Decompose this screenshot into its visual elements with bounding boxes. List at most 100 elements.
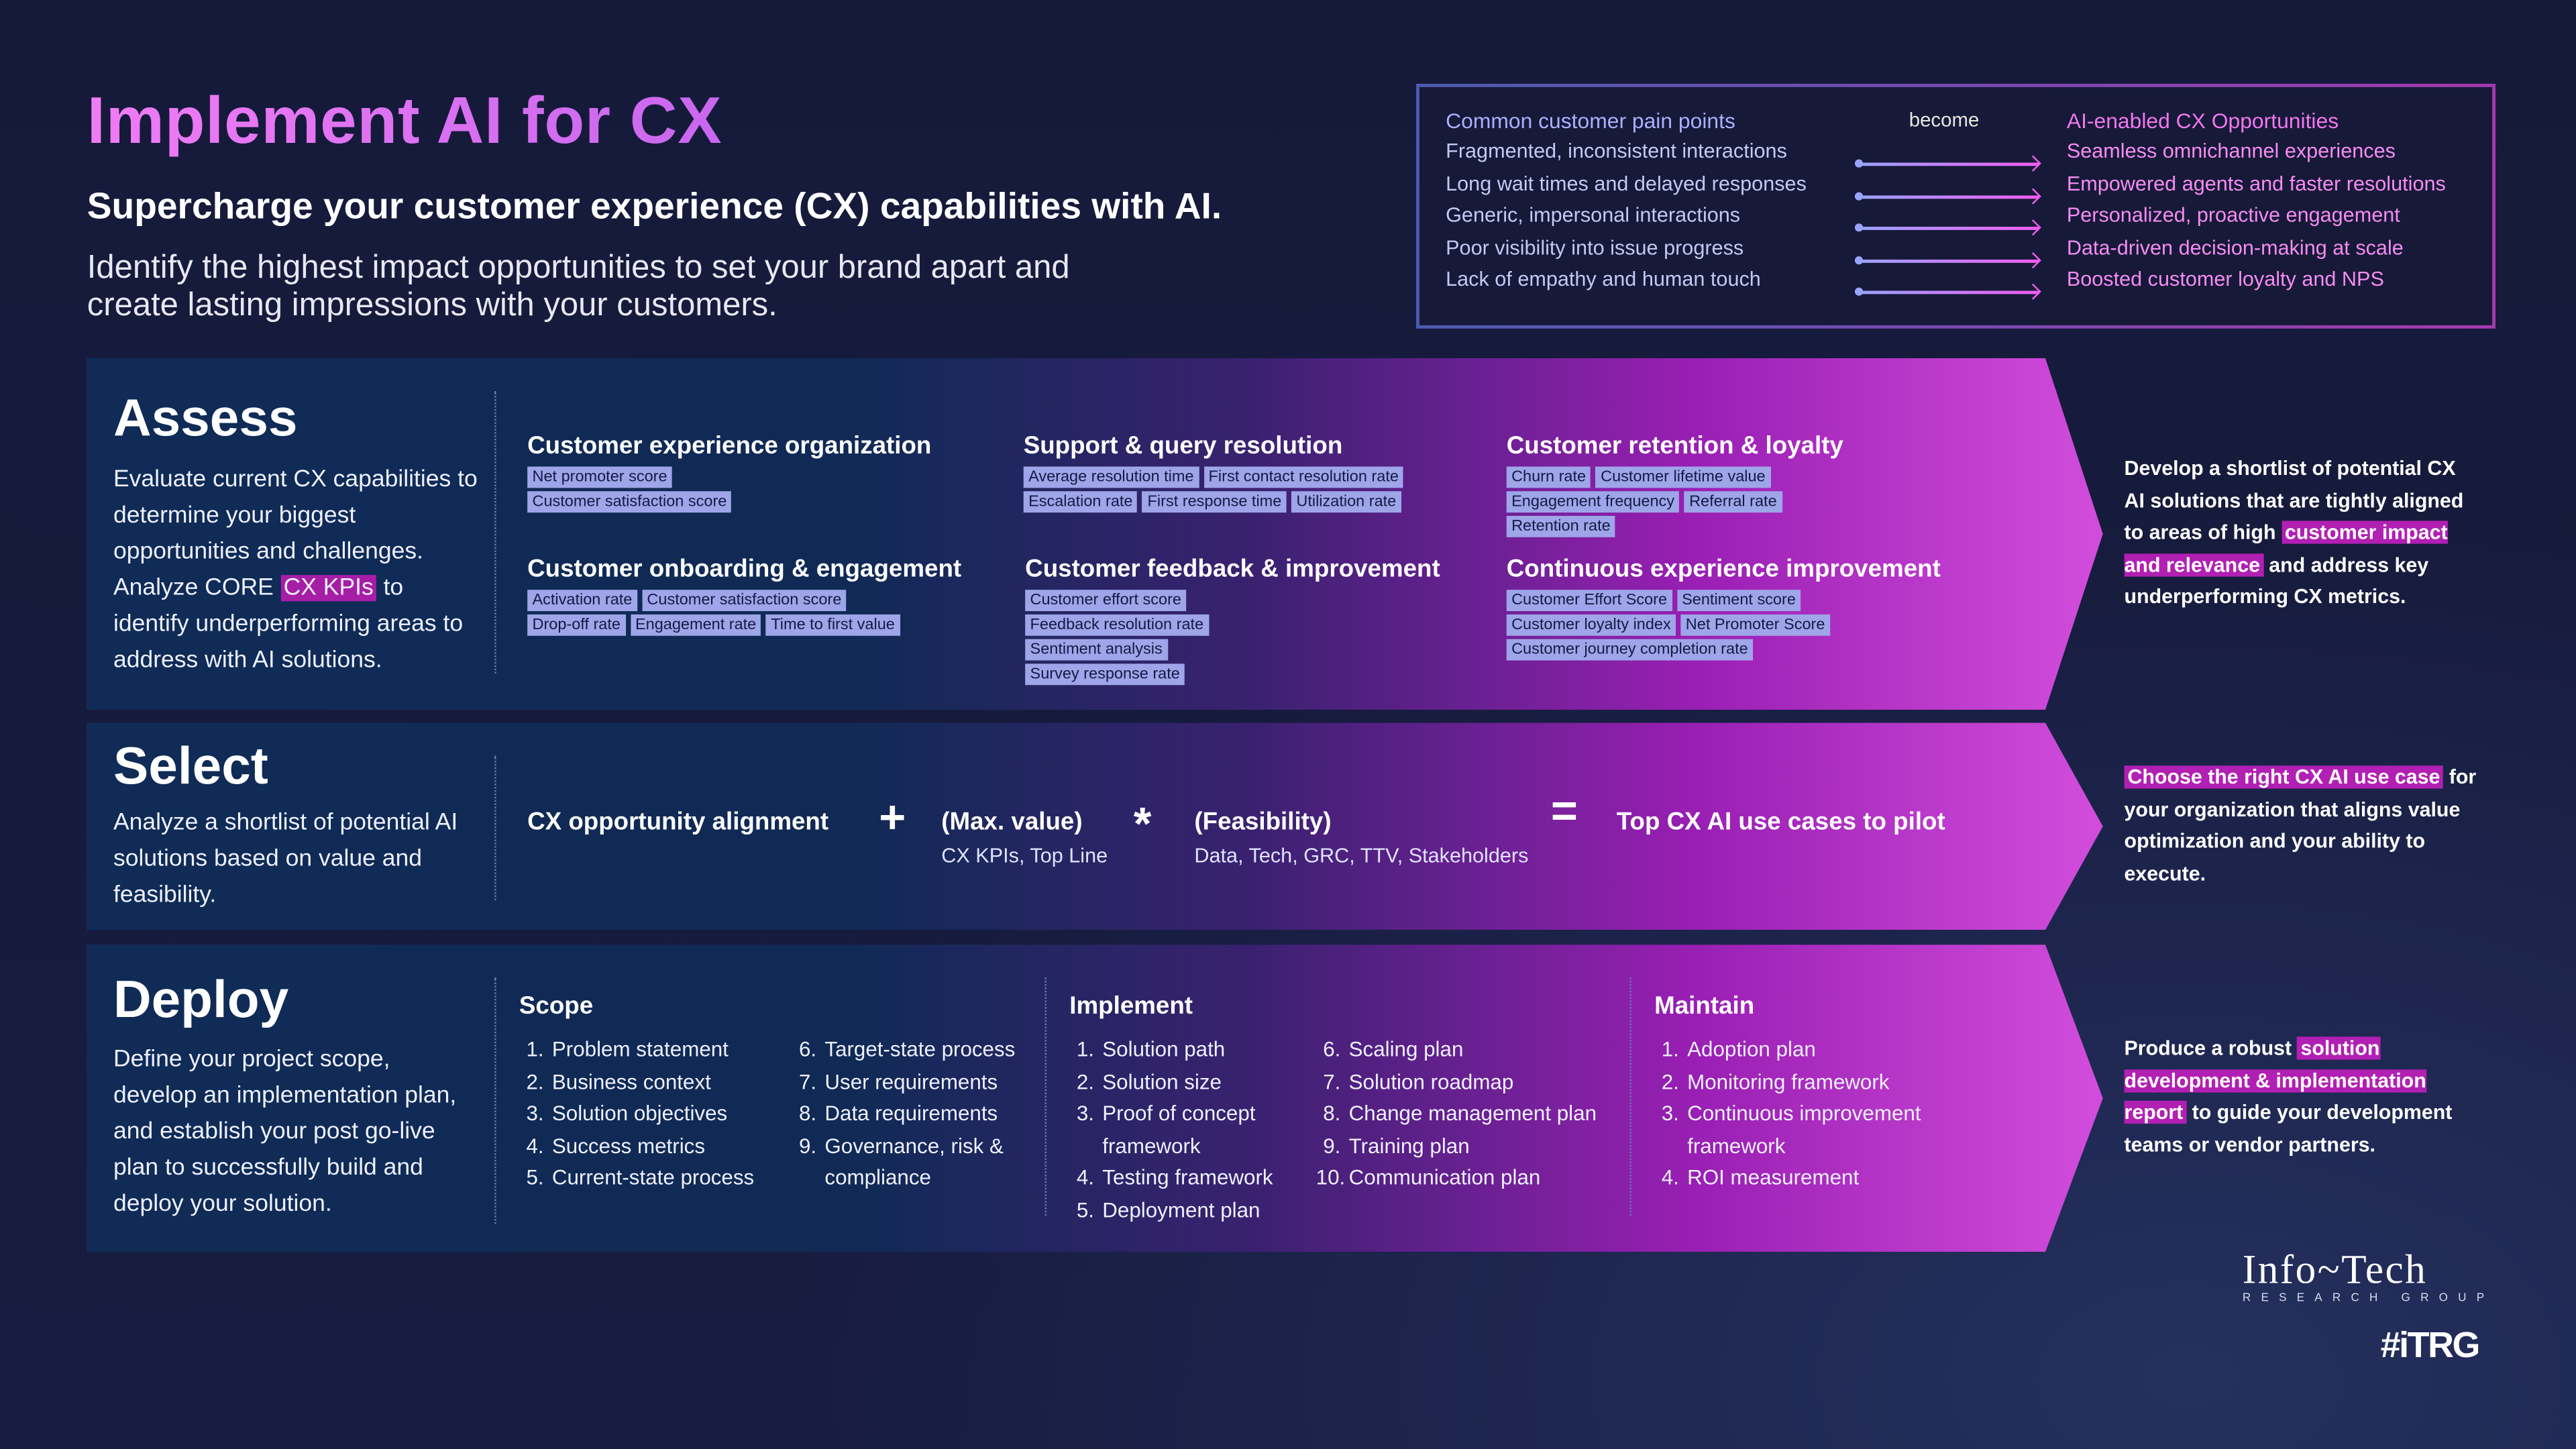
- list-item: 4. Testing framework: [1069, 1162, 1324, 1194]
- list-number: 5.: [1076, 1197, 1095, 1222]
- list-text: Deployment plan: [1102, 1197, 1260, 1222]
- kpi-chip: Customer loyalty index: [1507, 614, 1676, 636]
- list-text: Solution objectives: [551, 1101, 728, 1126]
- kpi-chip: Sentiment analysis: [1025, 639, 1167, 661]
- list-number: 2.: [526, 1069, 544, 1094]
- kpi-chip: Sentiment score: [1677, 590, 1801, 611]
- kpi-group-title: Support & query resolution: [1023, 432, 1343, 460]
- multiply-icon: *: [1133, 798, 1152, 850]
- list-number: 1.: [1076, 1036, 1095, 1062]
- list-number: 6.: [1323, 1036, 1341, 1062]
- numbered-list: 1. Problem statement 2. Business context 3. S…: [519, 1033, 754, 1194]
- kpi-chip: Engagement rate: [631, 614, 761, 636]
- list-item: 8. Data requirements: [792, 1097, 1030, 1130]
- list-number: 2.: [1661, 1069, 1679, 1094]
- list-text: Training plan: [1348, 1133, 1470, 1159]
- select-description: Analyze a shortlist of potential AI solu…: [113, 810, 458, 909]
- kpi-group-title: Customer experience organization: [527, 432, 932, 460]
- equals-icon: =: [1550, 785, 1578, 837]
- kpi-chip: First contact resolution rate: [1203, 467, 1403, 488]
- kpi-chips: Average resolution time First contact res…: [1024, 467, 1467, 513]
- list-item: 8. Change management plan: [1316, 1097, 1597, 1130]
- highlight: CX KPIs: [280, 575, 377, 601]
- deploy-band: Deploy Define your project scope, develo…: [87, 945, 2103, 1252]
- list-number: 7.: [1323, 1069, 1341, 1094]
- list-text: Scaling plan: [1348, 1036, 1464, 1062]
- opportunity: Boosted customer loyalty and NPS: [2066, 268, 2384, 292]
- kpi-chip: Net promoter score: [527, 467, 672, 488]
- kpi-group: Customer retention & loyalty Churn rate Cu…: [1507, 432, 1843, 537]
- kpi-group: Customer experience organization Net prom…: [527, 432, 931, 513]
- kpi-chip: Activation rate: [527, 590, 637, 611]
- itrg-tag: #iTRG: [2380, 1324, 2481, 1366]
- kpi-group: Customer feedback & improvement Customer …: [1025, 555, 1440, 685]
- list-text: Success metrics: [551, 1133, 706, 1159]
- kpi-chip: Utilization rate: [1291, 491, 1401, 513]
- numbered-list: 1. Adoption plan 2. Monitoring framework 3. C…: [1654, 1033, 1958, 1194]
- kpi-group-title: Customer onboarding & engagement: [527, 555, 962, 584]
- kpi-chip: Engagement frequency: [1507, 491, 1680, 513]
- pain-point: Lack of empathy and human touch: [1446, 268, 1761, 292]
- divider: [494, 756, 496, 901]
- list-number: 8.: [1323, 1101, 1341, 1126]
- kpi-chip: Escalation rate: [1024, 491, 1138, 513]
- kpi-chip: Customer satisfaction score: [527, 491, 732, 513]
- kpi-chip: Net Promoter Score: [1680, 614, 1829, 636]
- list-number: 3.: [526, 1101, 544, 1126]
- select-band: Select Analyze a shortlist of potential …: [87, 723, 2103, 930]
- kpi-group-title: Customer retention & loyalty: [1506, 432, 1843, 460]
- list-item: 3. Continuous improvement framework: [1654, 1097, 1958, 1162]
- list-item: 3. Solution objectives: [519, 1097, 754, 1130]
- list-item: 6. Scaling plan: [1316, 1033, 1597, 1065]
- page-title: Implement AI for CX: [87, 85, 722, 159]
- opportunity: Personalized, proactive engagement: [2066, 204, 2400, 227]
- list-number: 6.: [798, 1036, 817, 1062]
- kpi-chip: Customer Effort Score: [1507, 590, 1672, 611]
- kpi-chip: First response time: [1142, 491, 1286, 513]
- list-item: 3. Proof of concept framework: [1069, 1097, 1324, 1162]
- kpi-group-title: Continuous experience improvement: [1506, 555, 1941, 584]
- numbered-list: 6. Scaling plan 7. Solution roadmap 8. Change…: [1316, 1033, 1597, 1194]
- opportunity: Empowered agents and faster resolutions: [2066, 172, 2446, 195]
- list-text: Solution size: [1102, 1069, 1222, 1094]
- select-summary: Choose the right CX AI use case for your…: [2124, 765, 2477, 885]
- select-title: Select: [113, 736, 268, 796]
- list-number: 1.: [1661, 1036, 1679, 1062]
- list-item: 6. Target-state process: [792, 1033, 1030, 1065]
- list-text: Proof of concept framework: [1102, 1101, 1256, 1159]
- list-text: Communication plan: [1348, 1165, 1541, 1190]
- list-text: Adoption plan: [1687, 1036, 1816, 1062]
- pain-header: Common customer pain points: [1446, 108, 1735, 133]
- kpi-chip: Customer satisfaction score: [642, 590, 847, 611]
- list-text: Solution path: [1102, 1036, 1226, 1062]
- list-item: 2. Solution size: [1069, 1065, 1324, 1097]
- list-number: 9.: [798, 1133, 817, 1159]
- list-text: Testing framework: [1102, 1165, 1273, 1190]
- intro-text: Identify the highest impact opportunitie…: [87, 250, 1070, 324]
- value-label: (Max. value): [941, 808, 1083, 837]
- list-number: 8.: [798, 1101, 817, 1126]
- kpi-chip: Churn rate: [1507, 467, 1591, 488]
- list-text: Solution roadmap: [1348, 1069, 1514, 1094]
- list-number: 5.: [526, 1165, 544, 1190]
- kpi-group: Continuous experience improvement Custome…: [1507, 555, 1941, 661]
- opportunity: Data-driven decision-making at scale: [2066, 236, 2404, 260]
- assess-description: Evaluate current CX capabilities to dete…: [113, 466, 478, 674]
- deploy-title: Deploy: [113, 969, 289, 1029]
- list-number: 3.: [1076, 1101, 1095, 1126]
- feasibility-sub: Data, Tech, GRC, TTV, Stakeholders: [1194, 844, 1529, 868]
- kpi-chip: Average resolution time: [1024, 467, 1199, 488]
- divider: [1045, 977, 1046, 1216]
- list-item: 9. Training plan: [1316, 1130, 1597, 1162]
- assess-band: Assess Evaluate current CX capabilities …: [87, 358, 2103, 710]
- list-text: Governance, risk & compliance: [824, 1133, 1004, 1190]
- page-subtitle: Supercharge your customer experience (CX…: [87, 185, 1222, 227]
- list-text: Change management plan: [1348, 1101, 1597, 1126]
- alignment-label: CX opportunity alignment: [527, 808, 829, 837]
- arrow-icon: [1854, 256, 2039, 264]
- kpi-chips: Churn rate Customer lifetime value Engagem…: [1507, 467, 1835, 537]
- list-text: User requirements: [824, 1069, 998, 1094]
- list-number: 2.: [1076, 1069, 1095, 1094]
- deploy-summary: Produce a robust solution development & …: [2124, 1036, 2453, 1157]
